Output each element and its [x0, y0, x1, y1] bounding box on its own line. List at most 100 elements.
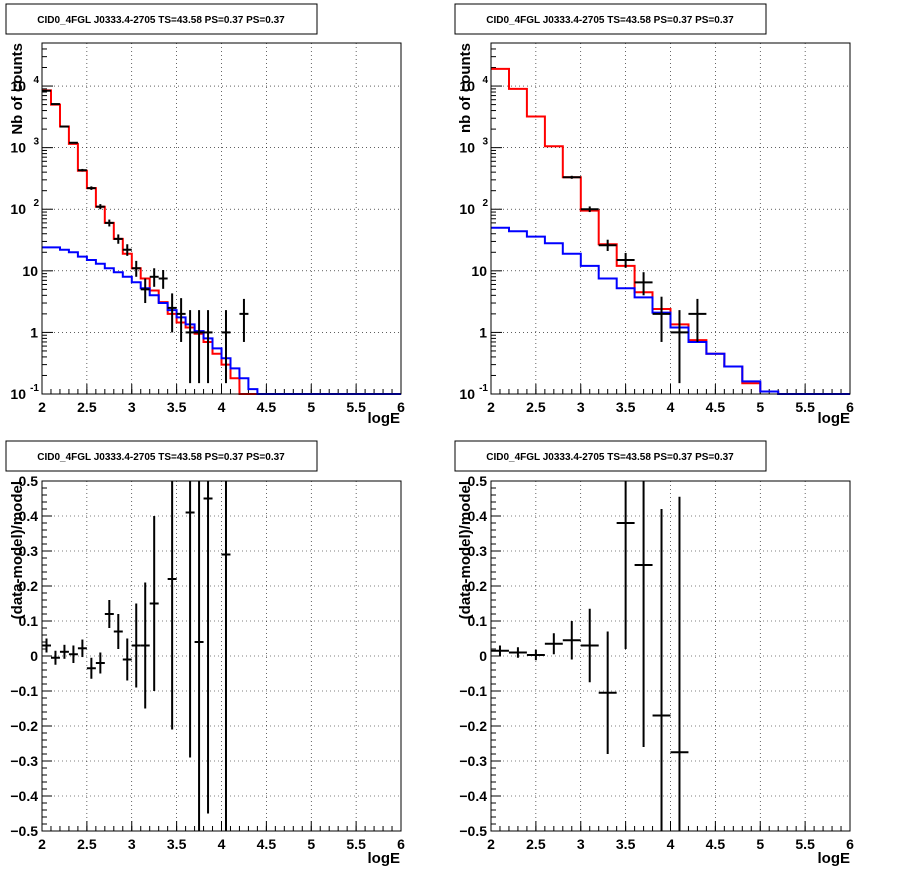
y-tick-label: 0.3: [19, 543, 39, 559]
x-tick-label: 3: [577, 399, 585, 415]
y-tick-label: 10: [10, 140, 26, 156]
x-tick-label: 4.5: [706, 836, 726, 852]
chart-title: CID0_4FGL J0333.4-2705 TS=43.58 PS=0.37 …: [486, 452, 734, 463]
x-tick-label: 2: [487, 399, 495, 415]
y-tick-label: 1: [30, 324, 38, 340]
y-tick-label: 0.3: [468, 543, 488, 559]
chart-title: CID0_4FGL J0333.4-2705 TS=43.58 PS=0.37 …: [37, 452, 285, 463]
x-tick-label: 3.5: [616, 399, 636, 415]
y-tick-label: 10: [10, 201, 26, 217]
x-tick-label: 3.5: [167, 836, 187, 852]
x-tick-label: 2.5: [526, 399, 546, 415]
x-tick-label: 4.5: [706, 399, 726, 415]
y-tick-exponent: 4: [482, 75, 488, 86]
y-tick-label: −0.2: [10, 718, 38, 734]
y-tick-label: 10: [471, 263, 487, 279]
x-tick-label: 6: [397, 399, 405, 415]
panel-bottom-right: CID0_4FGL J0333.4-2705 TS=43.58 PS=0.37 …: [454, 440, 854, 867]
y-tick-label: 0: [30, 648, 38, 664]
y-tick-label: 10: [459, 78, 475, 94]
title-box: [5, 3, 318, 35]
y-tick-label: 0.1: [468, 613, 488, 629]
x-tick-label: 5.5: [795, 399, 815, 415]
y-axis-label: nb of counts: [457, 43, 474, 133]
y-tick-label: −0.5: [10, 823, 38, 839]
panel-top-right: CID0_4FGL J0333.4-2705 TS=43.58 PS=0.37 …: [454, 3, 854, 427]
y-tick-label: 10: [459, 140, 475, 156]
x-tick-label: 3: [577, 836, 585, 852]
x-tick-label: 3: [128, 836, 136, 852]
y-tick-label: 0: [479, 648, 487, 664]
plot-area: [42, 481, 401, 831]
y-tick-label: −0.1: [10, 683, 38, 699]
y-tick-label: 0.4: [19, 508, 39, 524]
chart-title: CID0_4FGL J0333.4-2705 TS=43.58 PS=0.37 …: [37, 15, 285, 26]
x-tick-label: 3: [128, 399, 136, 415]
plot-frame: [41, 480, 402, 832]
plot-area: [491, 481, 850, 831]
x-axis-label: logE: [368, 850, 401, 867]
y-tick-label: 10: [459, 201, 475, 217]
y-axis-label: Nb of counts: [9, 43, 26, 135]
y-tick-label: 0.2: [19, 578, 39, 594]
y-tick-exponent: -1: [479, 383, 488, 394]
y-tick-exponent: 3: [33, 137, 39, 148]
y-tick-exponent: 4: [33, 75, 39, 86]
x-tick-label: 3.5: [167, 399, 187, 415]
panel-top-left: CID0_4FGL J0333.4-2705 TS=43.58 PS=0.37 …: [5, 3, 405, 427]
x-tick-label: 5.5: [346, 399, 366, 415]
plot-frame: [490, 480, 851, 832]
x-tick-label: 5: [756, 399, 764, 415]
title-box: [454, 440, 767, 472]
y-tick-exponent: 2: [482, 198, 488, 209]
y-tick-label: −0.4: [10, 788, 38, 804]
x-tick-label: 5.5: [795, 836, 815, 852]
y-tick-label: 10: [459, 386, 475, 402]
y-tick-label: −0.3: [459, 753, 487, 769]
y-tick-label: 0.2: [468, 578, 488, 594]
plot-frame: [490, 42, 851, 395]
y-tick-label: 0.4: [468, 508, 488, 524]
y-tick-label: 10: [22, 263, 38, 279]
title-box: [5, 440, 318, 472]
x-tick-label: 3.5: [616, 836, 636, 852]
x-tick-label: 4: [667, 836, 675, 852]
title-box: [454, 3, 767, 35]
y-tick-label: −0.2: [459, 718, 487, 734]
x-tick-label: 2: [38, 399, 46, 415]
chart-title: CID0_4FGL J0333.4-2705 TS=43.58 PS=0.37 …: [486, 15, 734, 26]
y-tick-label: 1: [479, 324, 487, 340]
x-tick-label: 6: [846, 399, 854, 415]
x-tick-label: 4: [218, 836, 226, 852]
y-tick-exponent: 2: [33, 198, 39, 209]
y-tick-label: 10: [10, 78, 26, 94]
y-tick-label: −0.3: [10, 753, 38, 769]
x-tick-label: 4: [218, 399, 226, 415]
x-axis-label: logE: [818, 850, 851, 867]
y-tick-exponent: -1: [30, 383, 39, 394]
y-tick-label: 0.5: [468, 473, 488, 489]
y-axis-label: (data-model)/model: [9, 481, 26, 619]
x-axis-label: logE: [368, 410, 401, 427]
y-tick-label: 0.1: [19, 613, 39, 629]
x-tick-label: 6: [397, 836, 405, 852]
x-tick-label: 4: [667, 399, 675, 415]
panel-bottom-left: CID0_4FGL J0333.4-2705 TS=43.58 PS=0.37 …: [5, 440, 405, 867]
x-axis-label: logE: [818, 410, 851, 427]
x-tick-label: 5: [307, 836, 315, 852]
x-tick-label: 4.5: [257, 836, 277, 852]
x-tick-label: 2: [38, 836, 46, 852]
x-tick-label: 5: [756, 836, 764, 852]
x-tick-label: 4.5: [257, 399, 277, 415]
y-tick-label: 10: [10, 386, 26, 402]
x-tick-label: 5: [307, 399, 315, 415]
plot-frame: [41, 42, 402, 395]
x-tick-label: 2.5: [77, 399, 97, 415]
x-tick-label: 6: [846, 836, 854, 852]
x-tick-label: 2: [487, 836, 495, 852]
x-tick-label: 2.5: [526, 836, 546, 852]
y-tick-label: −0.1: [459, 683, 487, 699]
y-tick-label: −0.4: [459, 788, 487, 804]
x-tick-label: 2.5: [77, 836, 97, 852]
